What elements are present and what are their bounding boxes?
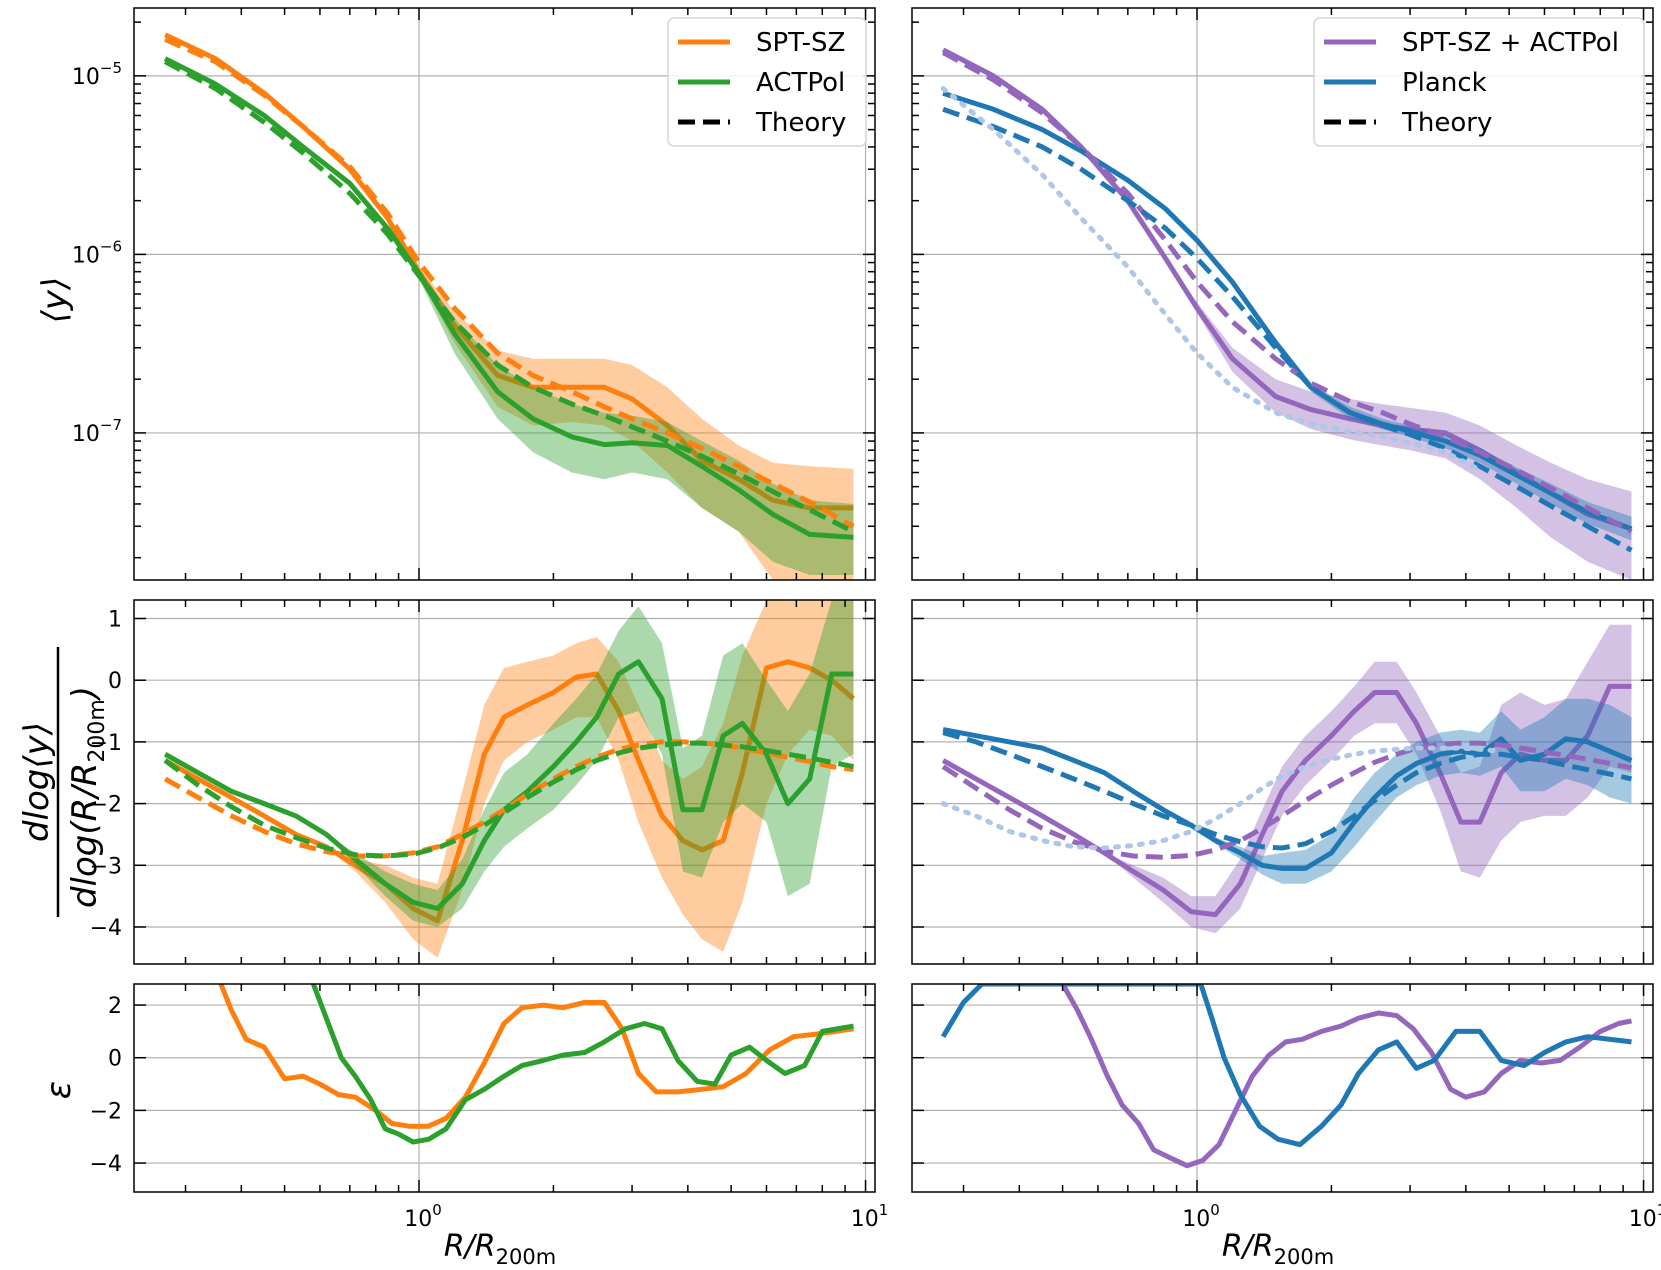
slope-label-den-main: dlog(R/R <box>65 763 105 908</box>
series-line-theory-spt-sz-actpol- <box>941 740 1632 860</box>
series-line-spt-sz-actpol <box>1060 984 1632 1169</box>
series-line-theory-actpol- <box>163 59 855 534</box>
panels-layer: 10−510−610−710−1−2−3−420−2−4100101100101 <box>72 7 1661 1232</box>
y-tick-label: 10−6 <box>72 237 122 268</box>
x-axis-label-left-main: R/R <box>444 1229 496 1264</box>
series-line-planck <box>942 90 1633 532</box>
band-spt-sz <box>165 34 854 580</box>
x-tick-label-base: 10 <box>1182 1207 1210 1232</box>
x-axis-label-left: R/R200m <box>444 1229 556 1269</box>
slope-label-den-sub: 200m <box>85 699 110 762</box>
y-tick-label: −3 <box>90 854 122 879</box>
x-tick-label-exponent: 0 <box>432 1201 442 1219</box>
y-tick-label-base: 10 <box>72 65 100 90</box>
x-tick-label: 100 <box>404 1201 442 1232</box>
plot-area-right-bottom <box>940 984 1632 1169</box>
y-tick-label: −2 <box>90 793 122 818</box>
band-planck <box>943 93 1632 541</box>
series-line-actpol <box>311 984 854 1145</box>
x-axis-label-right: R/R200m <box>1222 1229 1334 1269</box>
legend-label-spt-sz: SPT-SZ <box>756 28 845 58</box>
panel-frame <box>133 983 876 1193</box>
y-axis-label-profile: ⟨y⟩ <box>35 277 75 324</box>
y-tick-label-base: 10 <box>72 422 100 447</box>
legend-label-theory-right: Theory <box>1401 108 1492 138</box>
y-tick-label-exponent: −5 <box>100 59 122 77</box>
panel-left-mid: 1 0 −1 −2 −3 −4 <box>90 599 876 965</box>
y-tick-label: −4 <box>90 916 122 941</box>
y-tick-label: 0 <box>108 669 122 694</box>
x-tick-label: 101 <box>851 1201 889 1232</box>
band-spt-sz-actpol <box>943 624 1632 934</box>
x-axis-label-right-sub: 200m <box>1274 1245 1335 1269</box>
y-tick-label: 10−7 <box>72 416 122 447</box>
legend-right-box <box>1313 17 1645 147</box>
plot-area-right-top <box>940 47 1633 580</box>
y-tick-label: 2 <box>108 994 122 1019</box>
series-line-theory-actpol- <box>163 740 854 859</box>
legend-left-box <box>667 17 867 147</box>
x-tick-label-exponent: 0 <box>1210 1201 1220 1219</box>
series-line-theory-spt-sz- <box>164 37 855 529</box>
series-line-actpol <box>163 659 854 911</box>
x-tick-label-exponent: 1 <box>1657 1201 1661 1219</box>
y-tick-label: −1 <box>90 731 122 756</box>
panel-right-top <box>911 7 1654 581</box>
series-line-dotted-reference <box>940 745 1504 851</box>
x-tick-label: 101 <box>1629 1201 1661 1232</box>
series-line-spt-sz <box>218 984 854 1129</box>
panel-frame <box>133 599 876 965</box>
x-tick-label-base: 10 <box>1629 1207 1657 1232</box>
slope-label-numerator: dlog⟨y⟩ <box>17 722 57 842</box>
legend-left: SPT-SZ ACTPol Theory <box>667 17 867 147</box>
x-tick-label-base: 10 <box>404 1207 432 1232</box>
legend-label-theory: Theory <box>755 108 846 138</box>
plot-area-left-top <box>163 32 855 580</box>
series-line-spt-sz <box>163 659 856 924</box>
x-tick-label: 100 <box>1182 1201 1220 1232</box>
y-tick-label: 0 <box>108 1047 122 1072</box>
y-tick-label-exponent: −6 <box>100 237 122 255</box>
slope-label-denominator: dlog(R/R200m) <box>65 686 110 908</box>
panel-frame <box>911 599 1654 965</box>
y-tick-label: 1 <box>108 608 122 633</box>
legend-label-combined: SPT-SZ + ACTPol <box>1402 28 1619 58</box>
plot-area-left-bottom <box>218 984 854 1145</box>
series-line-actpol <box>163 56 854 540</box>
y-tick-label: 10−5 <box>72 59 122 90</box>
band-spt-sz <box>165 600 854 958</box>
plot-area-left-mid <box>163 600 856 958</box>
plot-area-right-mid <box>940 624 1633 934</box>
panel-right-mid <box>911 599 1654 965</box>
y-tick-label-base: 10 <box>72 243 100 268</box>
panel-left-top: 10−510−610−7 <box>72 7 876 581</box>
series-line-planck <box>940 984 1632 1148</box>
y-axis-label-eps: ε <box>39 1081 79 1099</box>
legend-label-actpol: ACTPol <box>756 68 845 98</box>
x-tick-label-exponent: 1 <box>879 1201 889 1219</box>
panel-frame <box>911 983 1654 1193</box>
y-axis-label-slope: dlog⟨y⟩ dlog(R/R200m) <box>17 647 110 917</box>
x-axis-label-left-sub: 200m <box>496 1245 557 1269</box>
y-tick-label-exponent: −7 <box>100 416 122 434</box>
y-tick-label: −2 <box>90 1099 122 1124</box>
legend-right: SPT-SZ + ACTPol Planck Theory <box>1313 17 1645 147</box>
y-tick-label: −4 <box>90 1152 122 1177</box>
x-tick-label-base: 10 <box>851 1207 879 1232</box>
x-axis-label-right-main: R/R <box>1222 1229 1274 1264</box>
slope-label-den-close: ) <box>65 686 105 702</box>
series-line-theory-planck- <box>942 106 1633 553</box>
series-line-theory-planck- <box>942 730 1633 851</box>
legend-label-planck: Planck <box>1402 68 1487 98</box>
